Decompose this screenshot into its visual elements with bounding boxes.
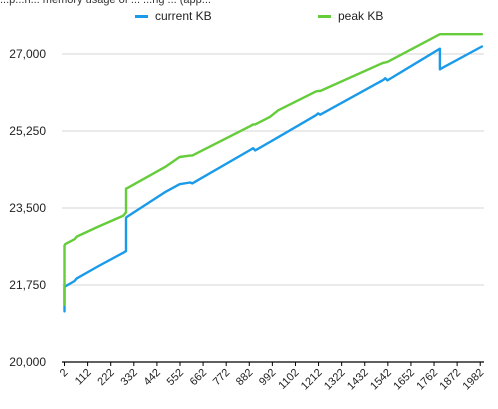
y-tick-label: 23,500 xyxy=(9,201,46,215)
x-tick-label: 1762 xyxy=(414,367,440,393)
y-tick-label: 27,000 xyxy=(9,47,46,61)
legend-item: current KB xyxy=(135,9,212,23)
legend-item: peak KB xyxy=(318,9,383,23)
x-tick-label: 992 xyxy=(257,367,278,388)
legend-swatch xyxy=(318,14,331,18)
x-tick-label: 222 xyxy=(95,367,116,388)
chart-legend: current KB peak KB xyxy=(0,9,498,25)
x-tick-label: 1322 xyxy=(322,367,348,393)
series-line-current-kb xyxy=(63,45,484,313)
x-tick-label: 1212 xyxy=(299,367,325,393)
legend-swatch xyxy=(135,14,148,18)
x-tick-label: 882 xyxy=(234,367,255,388)
x-tick-label: 662 xyxy=(188,367,209,388)
legend-label: current KB xyxy=(155,9,212,23)
x-tick-label: 2 xyxy=(58,367,71,380)
x-tick-label: 1982 xyxy=(461,367,487,393)
x-tick-label: 1872 xyxy=(437,367,463,393)
y-tick-label: 20,000 xyxy=(9,355,46,369)
x-tick-label: 112 xyxy=(73,367,94,388)
truncated-title-text: ...p...n... memory usage of ... ...ng ..… xyxy=(0,0,211,6)
x-tick-label: 442 xyxy=(142,367,163,388)
x-tick-label: 1652 xyxy=(391,367,417,393)
x-tick-label: 1102 xyxy=(276,367,301,392)
y-tick-label: 21,750 xyxy=(9,278,46,292)
x-tick-label: 332 xyxy=(118,367,139,388)
x-tick-label: 552 xyxy=(165,367,186,388)
x-tick-label: 1432 xyxy=(345,367,371,393)
series-line-peak-kb xyxy=(63,33,484,306)
y-tick-label: 25,250 xyxy=(9,124,46,138)
legend-label: peak KB xyxy=(338,9,384,23)
x-tick-label: 772 xyxy=(211,367,232,388)
x-tick-label: 1542 xyxy=(368,367,394,393)
